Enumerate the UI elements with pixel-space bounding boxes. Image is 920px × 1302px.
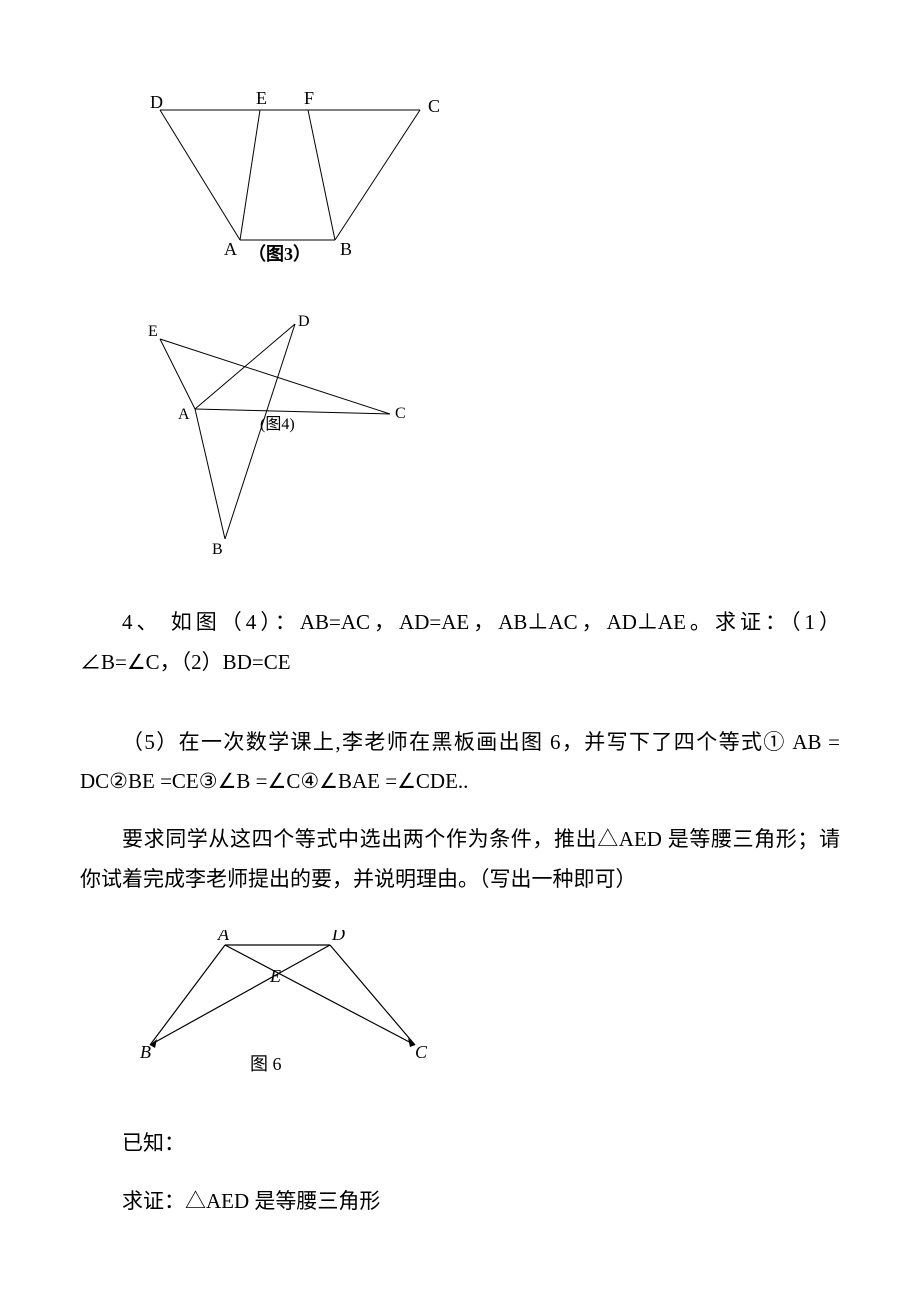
figure3-label-a: A xyxy=(224,239,237,259)
figure-6: A D E B C 图 6 xyxy=(140,930,840,1094)
figure3-label-f: F xyxy=(304,90,314,108)
figure6-label-b: B xyxy=(140,1042,151,1062)
figure6-label-e: E xyxy=(269,966,281,986)
figure3-label-d: D xyxy=(150,92,163,112)
document-page: D E F C A B （图3） xyxy=(0,0,920,1300)
figure-3-svg: D E F C A B （图3） xyxy=(140,90,460,270)
figure4-label-a: A xyxy=(178,406,190,423)
figure-4-svg: E D A C B (图4) xyxy=(140,314,420,559)
figure6-label-c: C xyxy=(415,1042,428,1062)
problem-5-intro: （5）在一次数学课上,李老师在黑板画出图 6，并写下了四个等式① AB = DC… xyxy=(80,723,840,803)
figure6-label-a: A xyxy=(217,930,230,944)
figure4-label-c: C xyxy=(395,405,406,422)
figure6-caption: 图 6 xyxy=(250,1054,282,1074)
figure3-label-b: B xyxy=(340,239,352,259)
problem-4-content: 4、 如图（4）：AB=AC，AD=AE，AB⊥AC，AD⊥AE。求证：（1）∠… xyxy=(80,603,840,683)
figure4-label-d: D xyxy=(298,314,310,330)
figure4-caption: (图4) xyxy=(260,416,295,433)
given-label: 已知： xyxy=(80,1124,840,1164)
figure-6-svg: A D E B C 图 6 xyxy=(140,930,440,1080)
prove-label: 求证：△AED 是等腰三角形 xyxy=(80,1182,840,1222)
figure-3: D E F C A B （图3） xyxy=(140,90,840,284)
figure3-caption: （图3） xyxy=(248,244,311,264)
figure4-label-e: E xyxy=(148,323,158,340)
figure4-label-b: B xyxy=(212,541,223,558)
problem-5-req: 要求同学从这四个等式中选出两个作为条件，推出△AED 是等腰三角形；请你试着完成… xyxy=(80,820,840,900)
figure3-label-c: C xyxy=(428,96,440,116)
figure6-label-d: D xyxy=(331,930,345,944)
problem-4-text: 4、 如图（4）：AB=AC，AD=AE，AB⊥AC，AD⊥AE。求证：（1）∠… xyxy=(80,603,840,683)
figure-4: E D A C B (图4) xyxy=(140,314,840,573)
figure3-label-e: E xyxy=(256,90,267,108)
